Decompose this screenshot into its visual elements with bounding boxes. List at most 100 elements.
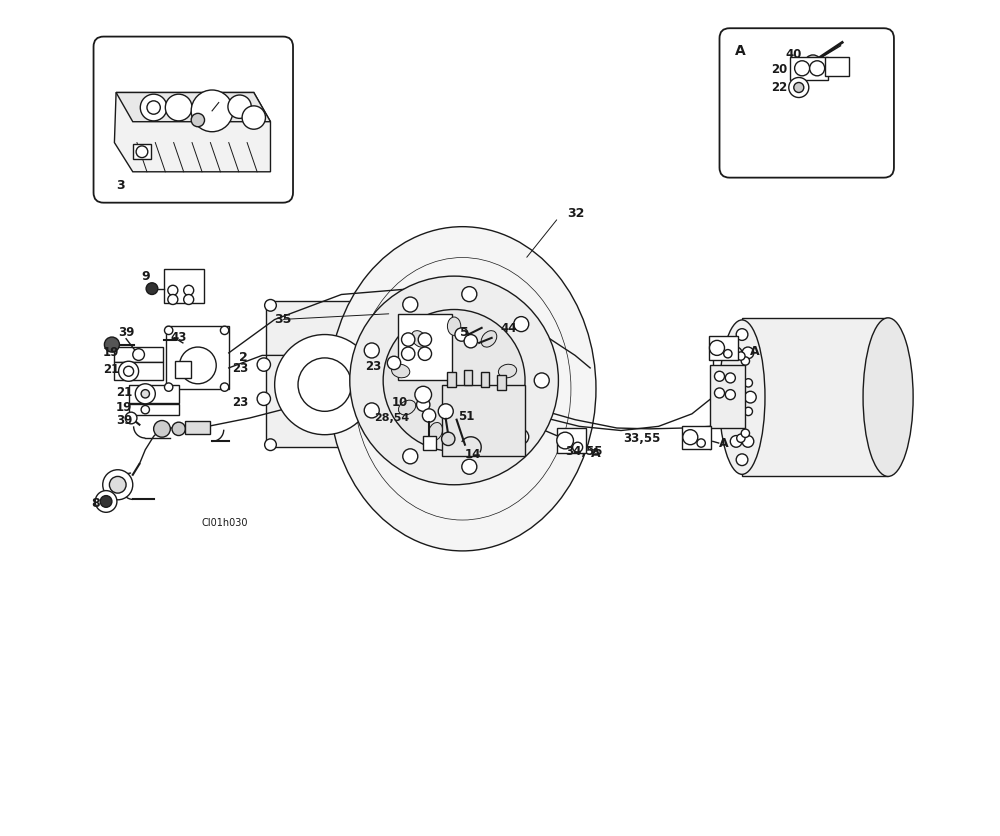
Bar	[790, 57, 828, 80]
Text: 23: 23	[232, 396, 248, 410]
Bar	[175, 361, 191, 378]
Circle shape	[154, 421, 170, 437]
Circle shape	[184, 285, 194, 295]
Circle shape	[736, 329, 748, 340]
Bar	[497, 375, 506, 390]
Text: 40: 40	[785, 48, 802, 60]
Circle shape	[464, 334, 477, 348]
Ellipse shape	[498, 364, 517, 378]
Circle shape	[725, 390, 735, 400]
Circle shape	[184, 294, 194, 304]
Circle shape	[402, 347, 415, 360]
Ellipse shape	[429, 422, 443, 441]
Bar	[423, 436, 436, 450]
Circle shape	[383, 309, 525, 451]
Text: 34,55: 34,55	[565, 445, 602, 458]
Circle shape	[242, 106, 265, 130]
Bar	[398, 314, 452, 380]
Circle shape	[805, 55, 821, 72]
Circle shape	[141, 390, 149, 398]
Circle shape	[795, 61, 810, 76]
Circle shape	[402, 333, 415, 346]
Circle shape	[119, 361, 139, 381]
Bar	[133, 145, 151, 160]
Circle shape	[191, 114, 205, 127]
Text: 8: 8	[91, 497, 100, 510]
Circle shape	[418, 333, 432, 346]
Text: 9: 9	[141, 270, 150, 283]
Ellipse shape	[329, 227, 596, 551]
Circle shape	[737, 352, 745, 360]
Text: A: A	[591, 447, 601, 461]
Text: 14: 14	[465, 448, 481, 461]
Circle shape	[265, 439, 276, 451]
Circle shape	[724, 349, 732, 358]
Text: 19: 19	[116, 401, 132, 415]
Text: 23: 23	[232, 362, 248, 375]
Circle shape	[742, 347, 754, 359]
Circle shape	[745, 391, 756, 403]
Circle shape	[557, 432, 573, 449]
Text: 33,55: 33,55	[623, 431, 661, 445]
Ellipse shape	[719, 320, 765, 474]
Bar	[742, 318, 888, 477]
Circle shape	[165, 94, 192, 121]
Bar	[442, 385, 525, 456]
Bar	[358, 361, 392, 395]
Circle shape	[514, 317, 529, 332]
Circle shape	[422, 409, 436, 422]
Text: 21: 21	[116, 385, 132, 399]
Circle shape	[455, 328, 468, 341]
Text: 39: 39	[116, 414, 132, 427]
Circle shape	[733, 366, 741, 375]
Circle shape	[725, 373, 735, 383]
Circle shape	[95, 491, 117, 512]
Text: A: A	[750, 344, 760, 358]
Circle shape	[514, 429, 529, 444]
Text: 51: 51	[458, 410, 475, 423]
Circle shape	[180, 347, 216, 384]
Text: 39: 39	[118, 325, 134, 339]
Circle shape	[418, 347, 432, 360]
Circle shape	[104, 337, 119, 352]
Polygon shape	[114, 93, 270, 171]
Bar	[129, 385, 179, 403]
Bar	[825, 58, 849, 76]
Bar	[709, 336, 738, 359]
Circle shape	[146, 283, 158, 294]
Text: 23: 23	[365, 359, 381, 373]
Text: 44: 44	[500, 322, 516, 335]
Ellipse shape	[492, 400, 510, 415]
Circle shape	[103, 470, 133, 500]
Text: 43: 43	[170, 330, 187, 344]
Circle shape	[168, 285, 178, 295]
Circle shape	[403, 449, 418, 464]
Bar	[114, 347, 163, 362]
Circle shape	[810, 61, 825, 76]
Circle shape	[742, 436, 754, 447]
Circle shape	[191, 90, 233, 132]
Circle shape	[135, 384, 155, 404]
Circle shape	[697, 439, 705, 447]
Text: 28,54: 28,54	[375, 413, 410, 423]
Ellipse shape	[863, 318, 913, 477]
Text: A: A	[719, 436, 728, 450]
Circle shape	[403, 297, 418, 312]
Text: 19: 19	[103, 346, 119, 359]
Circle shape	[534, 373, 549, 388]
Circle shape	[733, 420, 741, 428]
Ellipse shape	[398, 400, 416, 415]
Circle shape	[220, 326, 229, 334]
Text: 2: 2	[239, 350, 248, 364]
Circle shape	[730, 347, 742, 359]
Ellipse shape	[392, 364, 410, 378]
Text: 32: 32	[567, 207, 584, 220]
Circle shape	[744, 407, 752, 415]
Circle shape	[257, 392, 270, 405]
Circle shape	[364, 403, 379, 418]
Ellipse shape	[447, 317, 461, 335]
Circle shape	[741, 429, 750, 437]
Bar	[114, 362, 163, 380]
Text: 5: 5	[460, 326, 469, 339]
Circle shape	[220, 383, 229, 391]
